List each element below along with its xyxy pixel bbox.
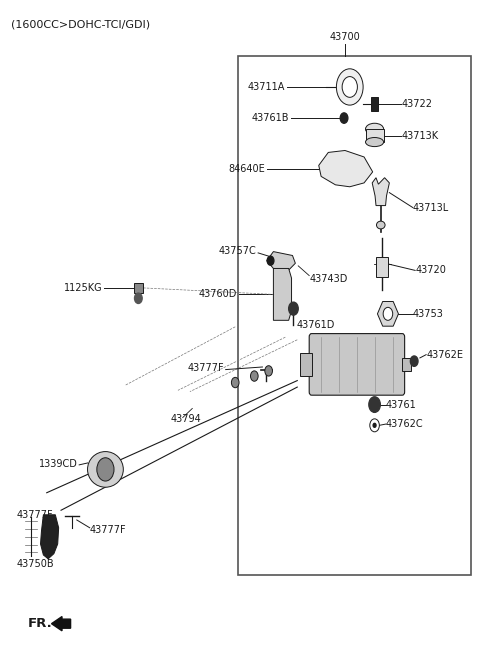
Text: 43761B: 43761B [252,113,289,123]
Bar [133,283,143,293]
Circle shape [231,378,239,388]
Circle shape [340,113,348,123]
Text: FR.: FR. [28,617,52,630]
Polygon shape [274,268,291,320]
Text: 43722: 43722 [401,99,432,109]
Circle shape [265,366,273,376]
Polygon shape [40,515,59,559]
Text: 1339CD: 1339CD [39,458,78,469]
Circle shape [97,458,114,481]
Text: 43713L: 43713L [413,202,449,212]
Bar [371,97,378,111]
Polygon shape [267,251,295,271]
Text: 43762E: 43762E [426,350,463,359]
Circle shape [336,69,363,105]
Circle shape [373,423,376,427]
Bar [376,257,388,277]
Polygon shape [372,178,389,206]
Ellipse shape [87,452,123,487]
Text: 43711A: 43711A [248,82,285,92]
Text: 43760D: 43760D [199,290,237,299]
FancyBboxPatch shape [309,333,405,395]
Circle shape [288,302,298,315]
Bar [238,57,471,575]
Text: 43761D: 43761D [296,320,335,331]
FancyArrow shape [51,616,71,631]
Text: (1600CC>DOHC-TCI/GDI): (1600CC>DOHC-TCI/GDI) [11,20,150,29]
Ellipse shape [365,137,384,146]
Text: 43777F: 43777F [188,363,224,373]
Circle shape [383,307,393,320]
Circle shape [410,356,418,367]
Circle shape [370,419,379,432]
Text: 1125KG: 1125KG [64,283,103,293]
Circle shape [342,77,358,98]
Text: 43777F: 43777F [90,525,126,534]
Text: 43777F: 43777F [17,510,53,519]
Bar [300,353,312,376]
Bar [402,358,411,371]
Text: 43762C: 43762C [386,419,424,429]
Text: 43700: 43700 [330,32,360,42]
Ellipse shape [376,221,385,229]
Polygon shape [319,150,372,187]
Text: 43713K: 43713K [401,131,438,141]
Text: 84640E: 84640E [228,163,265,174]
Text: 43761: 43761 [386,400,417,409]
Text: 43750B: 43750B [17,559,54,569]
Circle shape [134,293,142,303]
Ellipse shape [365,123,384,135]
Polygon shape [377,301,398,326]
Text: 43757C: 43757C [219,246,257,256]
Circle shape [251,371,258,381]
Circle shape [267,256,274,265]
Text: 43720: 43720 [415,266,446,275]
Text: 43753: 43753 [413,309,444,319]
Text: 43794: 43794 [171,414,202,424]
Bar [365,129,384,142]
Circle shape [369,397,380,412]
Text: 43743D: 43743D [309,274,348,284]
